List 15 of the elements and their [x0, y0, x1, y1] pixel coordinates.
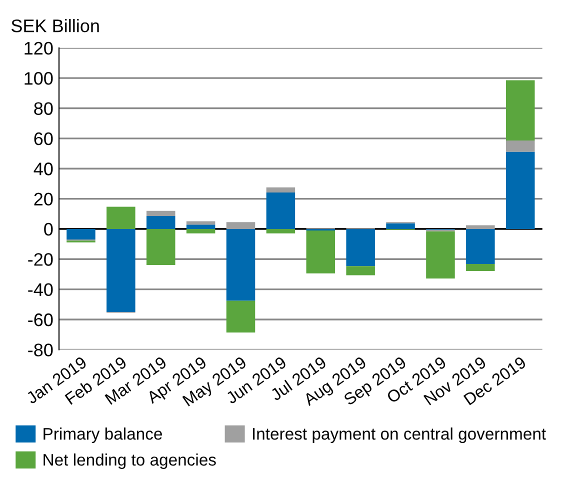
y-tick-label: -80 — [28, 344, 53, 356]
y-tick-label: -40 — [28, 283, 53, 296]
y-tick-label: 40 — [34, 162, 53, 176]
y-tick-label: 120 — [24, 42, 53, 55]
y-axis-title: SEK Billion — [12, 19, 99, 32]
legend-label: Primary balance — [44, 428, 162, 444]
y-tick-label: 20 — [34, 192, 53, 206]
legend-label: Interest payment on central government — [253, 428, 546, 444]
y-tick-label: 0 — [44, 222, 53, 236]
y-tick-label: -60 — [28, 313, 53, 326]
y-tick-label: 80 — [34, 102, 53, 115]
legend-label: Net lending to agencies — [44, 453, 216, 469]
y-tick-label: 60 — [34, 132, 53, 146]
y-tick-label: 100 — [24, 72, 53, 85]
y-tick-label: -20 — [28, 253, 53, 266]
